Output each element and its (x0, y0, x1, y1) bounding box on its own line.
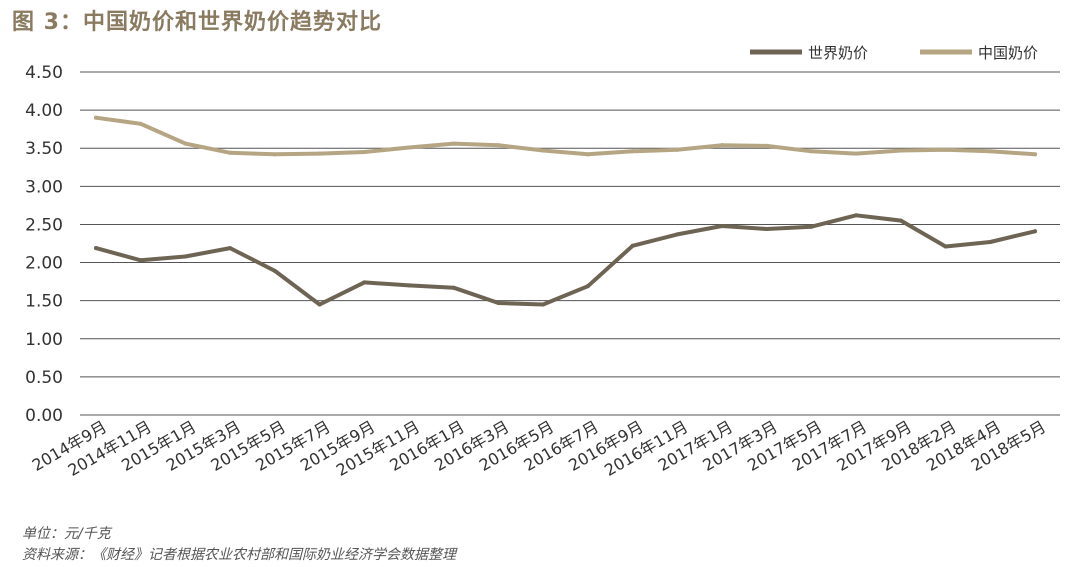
data-point (272, 268, 277, 273)
data-point (183, 254, 188, 259)
data-point (720, 223, 724, 228)
data-point (854, 213, 859, 218)
data-point (496, 300, 501, 305)
data-point (675, 147, 680, 152)
line-chart: 0.00 0.50 1.00 1.50 2.00 2.50 3.00 3.50 4.00 4.50… (25, 44, 1060, 480)
data-point (317, 302, 322, 307)
data-point (630, 149, 635, 154)
data-point (317, 151, 322, 156)
data-point (1033, 152, 1037, 157)
data-point (541, 148, 546, 153)
legend-label: 世界奶价 (808, 44, 868, 62)
series-lines (94, 115, 1037, 307)
unit-note: 单位：元/千克 (22, 526, 111, 542)
y-tick-label: 4.00 (25, 101, 63, 121)
y-tick-label: 1.50 (25, 292, 63, 312)
data-point (943, 147, 948, 152)
data-point (943, 244, 948, 249)
data-point (720, 143, 724, 148)
data-point (764, 143, 769, 148)
legend-label: 中国奶价 (978, 44, 1038, 62)
y-tick-label: 3.50 (25, 139, 63, 159)
y-tick-label: 0.00 (25, 406, 63, 426)
gridlines (80, 71, 1060, 416)
data-point (407, 283, 411, 288)
data-point (988, 149, 993, 154)
chart-title: 图 3：中国奶价和世界奶价趋势对比 (12, 10, 382, 35)
data-point (988, 239, 993, 244)
y-tick-label: 2.50 (25, 215, 63, 235)
data-point (764, 227, 769, 232)
data-point (94, 115, 98, 120)
y-tick-label: 2.00 (25, 254, 63, 274)
data-point (228, 246, 233, 251)
y-tick-label: 4.50 (25, 63, 63, 83)
data-point (809, 224, 814, 229)
data-point (630, 243, 635, 248)
y-tick-label: 0.50 (25, 368, 63, 388)
data-point (898, 148, 903, 153)
x-axis-ticks: 2014年9月2014年11月2015年1月2015年3月2015年5月2015… (29, 417, 1049, 480)
series-line-0 (94, 213, 1037, 307)
data-point (407, 145, 411, 150)
data-point (138, 258, 143, 263)
data-point (585, 284, 590, 289)
data-point (183, 141, 188, 146)
series-line-1 (94, 115, 1037, 157)
data-point (541, 302, 546, 307)
legend: 世界奶价 中国奶价 (750, 44, 1038, 62)
data-point (94, 246, 98, 251)
data-point (451, 141, 456, 146)
y-axis-ticks: 0.00 0.50 1.00 1.50 2.00 2.50 3.00 3.50 4.00 4.50 (25, 63, 63, 426)
data-point (675, 232, 680, 237)
data-point (854, 151, 859, 156)
data-point (496, 143, 501, 148)
data-point (451, 285, 456, 290)
data-point (1033, 229, 1037, 234)
data-point (138, 121, 143, 126)
y-tick-label: 1.00 (25, 330, 63, 350)
data-point (809, 149, 814, 154)
data-point (362, 150, 367, 155)
source-note: 资料来源：《财经》记者根据农业农村部和国际奶业经济学会数据整理 (22, 547, 456, 563)
data-point (362, 280, 367, 285)
data-point (272, 152, 277, 157)
data-point (228, 150, 233, 155)
y-tick-label: 3.00 (25, 177, 63, 197)
data-point (585, 152, 590, 157)
data-point (898, 218, 903, 223)
